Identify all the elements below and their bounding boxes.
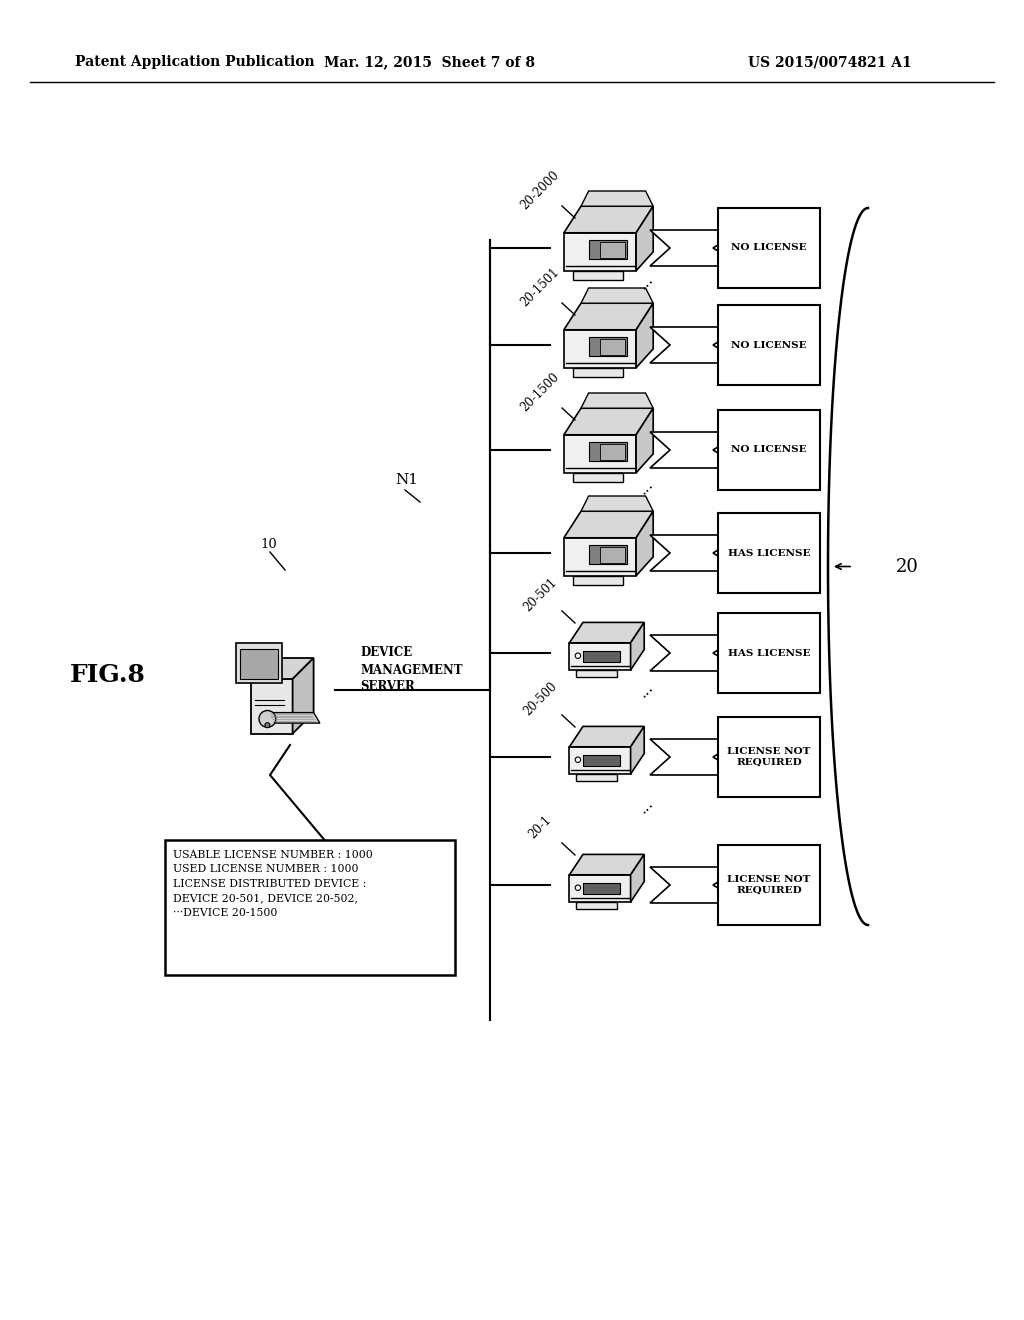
- Text: NO LICENSE: NO LICENSE: [731, 446, 807, 454]
- Text: HAS LICENSE: HAS LICENSE: [728, 549, 810, 557]
- Polygon shape: [564, 206, 653, 232]
- Polygon shape: [583, 883, 621, 894]
- Polygon shape: [636, 304, 653, 368]
- Text: ...: ...: [635, 271, 655, 292]
- Polygon shape: [564, 434, 636, 473]
- Text: FIG.8: FIG.8: [70, 663, 146, 686]
- Polygon shape: [583, 651, 621, 661]
- FancyBboxPatch shape: [718, 845, 820, 925]
- Circle shape: [575, 653, 581, 659]
- Polygon shape: [577, 774, 617, 781]
- Polygon shape: [589, 240, 627, 260]
- Circle shape: [575, 884, 581, 891]
- Polygon shape: [251, 678, 293, 734]
- Polygon shape: [631, 623, 644, 671]
- Polygon shape: [564, 537, 636, 576]
- FancyBboxPatch shape: [718, 305, 820, 385]
- Text: LICENSE NOT
REQUIRED: LICENSE NOT REQUIRED: [727, 747, 811, 767]
- Text: USABLE LICENSE NUMBER : 1000
USED LICENSE NUMBER : 1000
LICENSE DISTRIBUTED DEVI: USABLE LICENSE NUMBER : 1000 USED LICENS…: [173, 850, 373, 917]
- Polygon shape: [267, 713, 319, 723]
- Polygon shape: [581, 496, 653, 511]
- Text: HAS LICENSE: HAS LICENSE: [728, 648, 810, 657]
- Polygon shape: [573, 368, 623, 378]
- Polygon shape: [650, 635, 743, 671]
- Text: N1: N1: [395, 473, 418, 487]
- Polygon shape: [600, 243, 625, 257]
- FancyBboxPatch shape: [165, 840, 455, 975]
- Polygon shape: [573, 473, 623, 482]
- Polygon shape: [581, 393, 653, 408]
- Polygon shape: [631, 854, 644, 902]
- Polygon shape: [631, 726, 644, 774]
- Text: 20-1501: 20-1501: [518, 265, 562, 309]
- Polygon shape: [573, 271, 623, 280]
- Text: 20-2000: 20-2000: [518, 168, 562, 211]
- Polygon shape: [564, 330, 636, 368]
- Polygon shape: [581, 288, 653, 304]
- Polygon shape: [569, 747, 631, 774]
- Polygon shape: [636, 408, 653, 473]
- FancyBboxPatch shape: [718, 513, 820, 593]
- Polygon shape: [650, 867, 743, 903]
- Polygon shape: [589, 442, 627, 462]
- Polygon shape: [569, 854, 644, 875]
- Text: 20-1500: 20-1500: [518, 370, 562, 414]
- Text: Patent Application Publication: Patent Application Publication: [75, 55, 314, 69]
- Polygon shape: [650, 327, 743, 363]
- Polygon shape: [251, 657, 313, 678]
- Polygon shape: [293, 657, 313, 734]
- FancyBboxPatch shape: [718, 717, 820, 797]
- Text: DEVICE
MANAGEMENT
SERVER: DEVICE MANAGEMENT SERVER: [360, 647, 463, 693]
- Polygon shape: [573, 576, 623, 585]
- Text: Mar. 12, 2015  Sheet 7 of 8: Mar. 12, 2015 Sheet 7 of 8: [325, 55, 536, 69]
- Text: NO LICENSE: NO LICENSE: [731, 341, 807, 350]
- Polygon shape: [564, 304, 653, 330]
- Polygon shape: [636, 206, 653, 271]
- Polygon shape: [564, 511, 653, 537]
- Polygon shape: [589, 338, 627, 356]
- Circle shape: [259, 710, 275, 727]
- Polygon shape: [650, 432, 743, 469]
- Polygon shape: [240, 648, 278, 678]
- Polygon shape: [636, 511, 653, 576]
- Polygon shape: [600, 339, 625, 355]
- Text: US 2015/0074821 A1: US 2015/0074821 A1: [749, 55, 912, 69]
- Polygon shape: [236, 643, 282, 684]
- Polygon shape: [569, 875, 631, 902]
- Polygon shape: [650, 739, 743, 775]
- Polygon shape: [600, 548, 625, 562]
- Text: ...: ...: [635, 680, 655, 701]
- Polygon shape: [589, 545, 627, 565]
- Polygon shape: [583, 755, 621, 766]
- Polygon shape: [650, 230, 743, 267]
- Text: ...: ...: [635, 796, 655, 817]
- Polygon shape: [577, 902, 617, 908]
- Text: 20-501: 20-501: [521, 576, 559, 614]
- FancyBboxPatch shape: [718, 612, 820, 693]
- FancyBboxPatch shape: [718, 209, 820, 288]
- Polygon shape: [564, 408, 653, 434]
- Text: LICENSE NOT
REQUIRED: LICENSE NOT REQUIRED: [727, 875, 811, 895]
- Text: ...: ...: [635, 477, 655, 496]
- Polygon shape: [569, 643, 631, 671]
- Polygon shape: [569, 726, 644, 747]
- Polygon shape: [650, 535, 743, 572]
- Circle shape: [265, 722, 270, 727]
- Text: 20-500: 20-500: [521, 680, 559, 718]
- Polygon shape: [564, 232, 636, 271]
- Polygon shape: [577, 671, 617, 677]
- Polygon shape: [569, 623, 644, 643]
- Text: 10: 10: [260, 539, 276, 552]
- FancyBboxPatch shape: [718, 411, 820, 490]
- Text: 20-1: 20-1: [526, 813, 554, 841]
- Polygon shape: [600, 445, 625, 459]
- Text: NO LICENSE: NO LICENSE: [731, 243, 807, 252]
- Text: 20: 20: [896, 557, 919, 576]
- Circle shape: [575, 756, 581, 763]
- Polygon shape: [581, 191, 653, 206]
